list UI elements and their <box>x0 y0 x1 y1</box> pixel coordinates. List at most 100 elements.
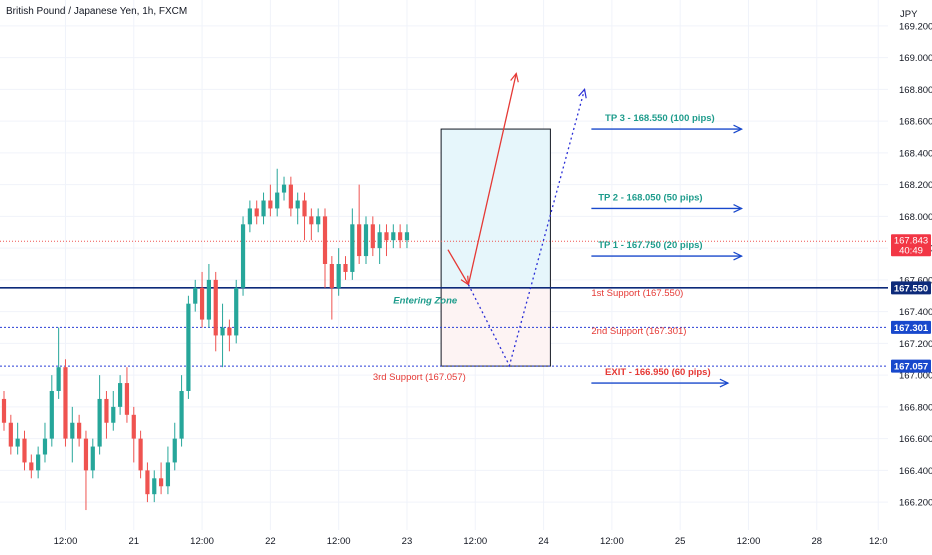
candle-body <box>357 224 362 257</box>
level-badge <box>891 320 931 334</box>
current-price-badge <box>891 234 931 257</box>
support3-label: 3rd Support (167.057) <box>373 372 466 383</box>
support2-label: 2nd Support (167.301) <box>591 326 686 337</box>
y-tick-label: 168.400 <box>899 148 932 159</box>
candle-body <box>199 287 205 320</box>
exit-label: EXIT - 166.950 (60 pips) <box>605 367 711 378</box>
x-tick-label: 24 <box>538 536 549 547</box>
candle-body <box>83 438 89 471</box>
x-tick-label: 12:00 <box>327 536 351 547</box>
candle-body <box>295 200 300 209</box>
candles <box>1 168 410 511</box>
candle-body <box>1 398 7 423</box>
level-lines <box>0 240 888 367</box>
current-price-countdown: 40:49 <box>899 245 923 256</box>
x-tick-label: 25 <box>675 536 686 547</box>
candle-body <box>398 232 403 241</box>
candle-body <box>15 438 20 447</box>
candle-body <box>49 391 54 439</box>
x-tick-label: 12:0 <box>869 536 888 547</box>
y-tick-label: 169.200 <box>899 21 932 32</box>
candle-body <box>254 208 259 217</box>
candle-body <box>131 414 136 439</box>
candle-body <box>158 478 164 487</box>
x-tick-label: 21 <box>128 536 139 547</box>
y-tick-label: 168.000 <box>899 212 932 223</box>
y-tick-label: 166.400 <box>899 466 932 477</box>
candle-body <box>302 200 307 217</box>
candle-body <box>90 446 95 471</box>
candle-body <box>56 367 61 391</box>
x-tick-label: 22 <box>265 536 276 547</box>
annotations: TP 3 - 168.550 (100 pips) TP 2 - 168.050 … <box>373 113 715 383</box>
time-axis: 12:00 21 12:00 22 12:00 23 12:00 24 12:00 25 12:00… <box>0 530 889 550</box>
level-badge-label: 167.301 <box>894 323 929 334</box>
candle-body <box>261 200 266 217</box>
candle-body <box>322 216 328 264</box>
candle-body <box>213 279 218 336</box>
level-badge <box>891 359 931 373</box>
candle-body <box>370 224 375 249</box>
candle-body <box>377 232 382 249</box>
candle-body <box>29 462 34 471</box>
tp1-label: TP 1 - 167.750 (20 pips) <box>598 240 702 251</box>
candle-body <box>268 200 273 209</box>
candle-body <box>281 184 287 193</box>
candle-body <box>404 232 410 241</box>
y-tick-label: 166.800 <box>899 402 932 413</box>
candle-body <box>152 478 157 495</box>
tp2-arrow-head <box>733 203 744 213</box>
candle-body <box>36 454 41 471</box>
bull-path-dotted <box>467 89 586 368</box>
tp2-label: TP 2 - 168.050 (50 pips) <box>598 193 702 204</box>
candle-body <box>186 303 191 391</box>
price-axis-bg <box>889 0 932 550</box>
y-tick-label: 169.000 <box>899 53 932 64</box>
candle-body <box>288 184 293 209</box>
x-tick-label: 12:00 <box>190 536 214 547</box>
candle-body <box>220 327 225 336</box>
x-tick-label: 12:00 <box>737 536 761 547</box>
x-tick-label: 12:00 <box>600 536 624 547</box>
candle-body <box>336 264 341 288</box>
y-tick-label: 166.600 <box>899 434 932 445</box>
candle-body <box>391 232 396 241</box>
candle-body <box>240 224 246 288</box>
tp1-arrow-head <box>733 251 744 261</box>
candle-body <box>343 264 348 272</box>
x-tick-label: 12:00 <box>463 536 487 547</box>
level-badge-label: 167.550 <box>894 283 928 294</box>
x-tick-label: 23 <box>402 536 413 547</box>
candle-body <box>77 422 82 439</box>
candle-body <box>8 422 13 447</box>
x-tick-label: 12:00 <box>54 536 78 547</box>
y-tick-label: 168.800 <box>899 85 932 96</box>
x-tick-label: 28 <box>811 536 822 547</box>
candle-body <box>124 383 130 415</box>
candle-body <box>247 208 252 225</box>
candle-body <box>63 367 68 439</box>
candle-body <box>97 398 102 447</box>
candle-body <box>384 232 389 241</box>
tp3-label: TP 3 - 168.550 (100 pips) <box>605 113 715 124</box>
candle-body <box>70 422 75 439</box>
time-axis-bg <box>0 530 889 550</box>
chart-title: British Pound / Japanese Yen, 1h, FXCM <box>6 6 187 17</box>
candle-body <box>22 438 27 463</box>
y-tick-label: 167.600 <box>899 275 932 286</box>
candle-body <box>234 287 239 336</box>
candle-body <box>316 216 321 225</box>
candle-body <box>138 438 143 471</box>
y-tick-label: 167.400 <box>899 307 932 318</box>
candle-body <box>363 224 369 257</box>
bull-path-dotted-head <box>578 88 587 99</box>
current-price-value: 167.843 <box>894 235 928 246</box>
candle-body <box>275 192 280 209</box>
candle-body <box>309 216 314 225</box>
candle-body <box>193 287 198 304</box>
bull-path-solid-head <box>510 72 519 83</box>
y-tick-label: 167.000 <box>899 371 932 382</box>
candle-body <box>206 279 211 320</box>
